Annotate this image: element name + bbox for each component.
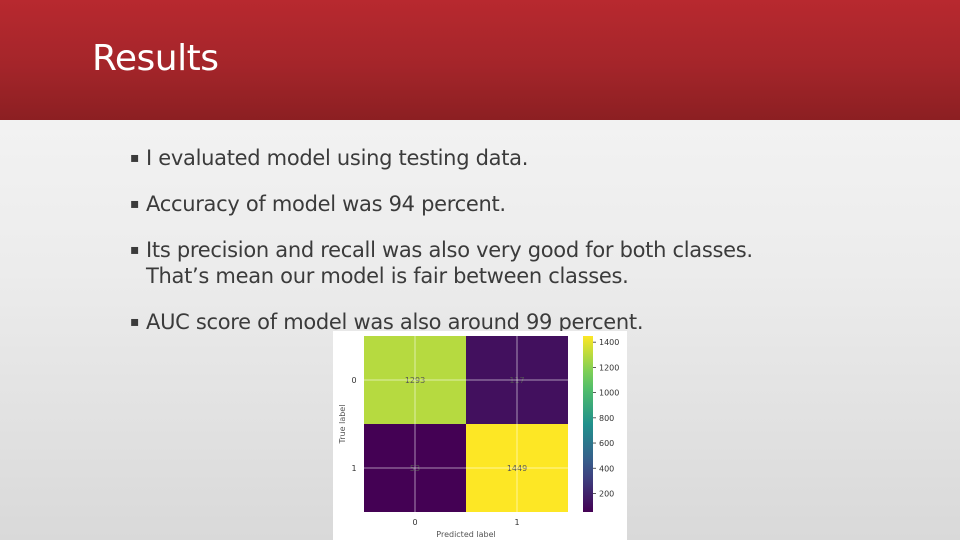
x-axis-label: Predicted label <box>436 530 495 539</box>
bullet-list: ▪ I evaluated model using testing data. … <box>130 145 850 355</box>
bullet-marker: ▪ <box>130 150 140 166</box>
slide-header: Results <box>0 0 960 120</box>
bullet-item: ▪ Its precision and recall was also very… <box>130 237 850 289</box>
bullet-text: I evaluated model using testing data. <box>146 146 529 170</box>
colorbar-tick-label: 1200 <box>599 363 619 372</box>
bullet-marker: ▪ <box>130 196 140 212</box>
colorbar-tick-label: 200 <box>599 489 614 498</box>
bullet-marker: ▪ <box>130 314 140 330</box>
bullet-text-continued: That’s mean our model is fair between cl… <box>146 264 629 288</box>
y-axis-label: True label <box>338 405 347 445</box>
y-tick-label: 0 <box>351 376 356 385</box>
bullet-item: ▪ Accuracy of model was 94 percent. <box>130 191 850 217</box>
x-tick-label: 1 <box>514 518 519 527</box>
slide-title: Results <box>92 38 219 79</box>
colorbar <box>583 336 593 512</box>
colorbar-tick-label: 400 <box>599 464 614 473</box>
x-tick-label: 0 <box>412 518 417 527</box>
bullet-text: Accuracy of model was 94 percent. <box>146 192 506 216</box>
colorbar-tick-label: 600 <box>599 439 614 448</box>
bullet-marker: ▪ <box>130 242 140 258</box>
colorbar-tick-label: 800 <box>599 414 614 423</box>
y-tick-label: 1 <box>351 464 356 473</box>
bullet-text: Its precision and recall was also very g… <box>146 238 753 262</box>
colorbar-tick-label: 1000 <box>599 389 619 398</box>
bullet-item: ▪ I evaluated model using testing data. <box>130 145 850 171</box>
bullet-text: AUC score of model was also around 99 pe… <box>146 310 644 334</box>
colorbar-tick-label: 1400 <box>599 338 619 347</box>
bullet-item: ▪ AUC score of model was also around 99 … <box>130 309 850 335</box>
